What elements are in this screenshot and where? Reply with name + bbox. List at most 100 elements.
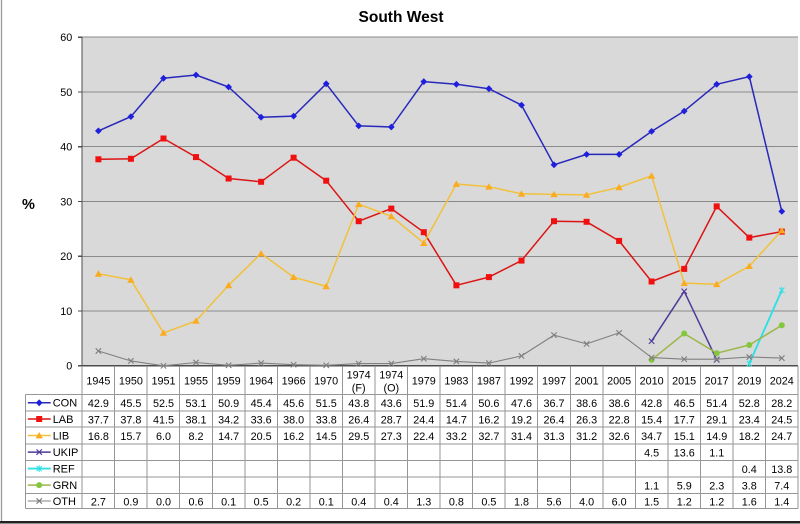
svg-text:3.8: 3.8	[742, 480, 757, 492]
svg-text:47.6: 47.6	[511, 398, 532, 410]
svg-text:38.0: 38.0	[283, 414, 304, 426]
svg-text:1.5: 1.5	[644, 496, 659, 508]
svg-text:38.6: 38.6	[576, 398, 597, 410]
svg-text:14.7: 14.7	[218, 431, 239, 443]
svg-text:42.9: 42.9	[88, 398, 109, 410]
svg-text:38.6: 38.6	[609, 398, 630, 410]
svg-text:4.5: 4.5	[644, 447, 659, 459]
svg-text:26.4: 26.4	[348, 414, 369, 426]
svg-text:24.4: 24.4	[413, 414, 434, 426]
svg-text:42.8: 42.8	[641, 398, 662, 410]
svg-text:31.2: 31.2	[576, 431, 597, 443]
svg-text:32.6: 32.6	[609, 431, 630, 443]
svg-text:2001: 2001	[575, 376, 599, 388]
svg-text:8.2: 8.2	[188, 431, 203, 443]
svg-text:15.1: 15.1	[674, 431, 695, 443]
svg-text:50.6: 50.6	[478, 398, 499, 410]
svg-text:28.2: 28.2	[771, 398, 792, 410]
svg-text:60: 60	[60, 32, 72, 44]
svg-text:53.1: 53.1	[185, 398, 206, 410]
svg-text:0.1: 0.1	[319, 496, 334, 508]
svg-text:0.5: 0.5	[254, 496, 269, 508]
svg-text:50: 50	[60, 87, 72, 99]
svg-text:1966: 1966	[282, 376, 306, 388]
svg-text:33.8: 33.8	[316, 414, 337, 426]
svg-text:7.4: 7.4	[774, 480, 789, 492]
svg-text:14.9: 14.9	[706, 431, 727, 443]
svg-text:43.8: 43.8	[348, 398, 369, 410]
svg-text:23.4: 23.4	[739, 414, 760, 426]
svg-text:34.2: 34.2	[218, 414, 239, 426]
svg-text:16.8: 16.8	[88, 431, 109, 443]
svg-text:0.4: 0.4	[384, 496, 399, 508]
svg-text:1945: 1945	[86, 376, 110, 388]
svg-text:10: 10	[60, 306, 72, 318]
svg-text:45.6: 45.6	[283, 398, 304, 410]
svg-text:2017: 2017	[705, 376, 729, 388]
svg-text:1.1: 1.1	[709, 447, 724, 459]
svg-text:31.4: 31.4	[511, 431, 532, 443]
svg-text:52.8: 52.8	[739, 398, 760, 410]
svg-text:46.5: 46.5	[674, 398, 695, 410]
svg-text:45.4: 45.4	[251, 398, 272, 410]
svg-text:1.2: 1.2	[677, 496, 692, 508]
svg-text:18.2: 18.2	[739, 431, 760, 443]
svg-text:0.9: 0.9	[123, 496, 138, 508]
svg-text:%: %	[22, 197, 35, 213]
svg-text:13.8: 13.8	[771, 464, 792, 476]
svg-text:34.7: 34.7	[641, 431, 662, 443]
svg-text:1987: 1987	[477, 376, 501, 388]
svg-text:0.6: 0.6	[188, 496, 203, 508]
svg-text:1.6: 1.6	[742, 496, 757, 508]
svg-text:19.2: 19.2	[511, 414, 532, 426]
svg-text:41.5: 41.5	[153, 414, 174, 426]
svg-text:51.5: 51.5	[316, 398, 337, 410]
svg-text:0.4: 0.4	[742, 464, 757, 476]
svg-text:(O): (O)	[384, 383, 400, 395]
svg-text:0.8: 0.8	[449, 496, 464, 508]
svg-text:32.7: 32.7	[478, 431, 499, 443]
svg-text:14.7: 14.7	[446, 414, 467, 426]
svg-text:0: 0	[66, 361, 72, 373]
svg-text:52.5: 52.5	[153, 398, 174, 410]
svg-text:45.5: 45.5	[120, 398, 141, 410]
svg-text:1951: 1951	[151, 376, 175, 388]
svg-text:22.4: 22.4	[413, 431, 434, 443]
svg-text:0.5: 0.5	[481, 496, 496, 508]
svg-text:43.6: 43.6	[381, 398, 402, 410]
svg-text:16.2: 16.2	[478, 414, 499, 426]
svg-text:South West: South West	[359, 9, 444, 26]
svg-text:2024: 2024	[770, 376, 794, 388]
svg-text:26.3: 26.3	[576, 414, 597, 426]
svg-text:LIB: LIB	[53, 430, 70, 442]
svg-text:51.4: 51.4	[706, 398, 727, 410]
svg-text:30: 30	[60, 196, 72, 208]
svg-text:6.0: 6.0	[612, 496, 627, 508]
svg-text:14.5: 14.5	[316, 431, 337, 443]
svg-text:27.3: 27.3	[381, 431, 402, 443]
svg-text:1.8: 1.8	[514, 496, 529, 508]
svg-text:OTH: OTH	[53, 496, 76, 508]
svg-text:1950: 1950	[119, 376, 143, 388]
svg-text:1974: 1974	[347, 369, 371, 381]
svg-text:50.9: 50.9	[218, 398, 239, 410]
svg-text:0.0: 0.0	[156, 496, 171, 508]
svg-text:1.2: 1.2	[709, 496, 724, 508]
svg-text:2.3: 2.3	[709, 480, 724, 492]
svg-text:2.7: 2.7	[91, 496, 106, 508]
svg-text:51.4: 51.4	[446, 398, 467, 410]
svg-text:16.2: 16.2	[283, 431, 304, 443]
svg-text:26.4: 26.4	[543, 414, 564, 426]
svg-text:LAB: LAB	[53, 414, 74, 426]
svg-text:13.6: 13.6	[674, 447, 695, 459]
svg-text:2005: 2005	[607, 376, 631, 388]
svg-text:33.6: 33.6	[251, 414, 272, 426]
svg-text:15.7: 15.7	[120, 431, 141, 443]
svg-text:REF: REF	[53, 464, 75, 476]
svg-text:1.1: 1.1	[644, 480, 659, 492]
svg-text:1974: 1974	[379, 369, 403, 381]
svg-text:2015: 2015	[672, 376, 696, 388]
svg-text:1.4: 1.4	[774, 496, 789, 508]
svg-text:36.7: 36.7	[543, 398, 564, 410]
svg-text:GRN: GRN	[53, 480, 77, 492]
